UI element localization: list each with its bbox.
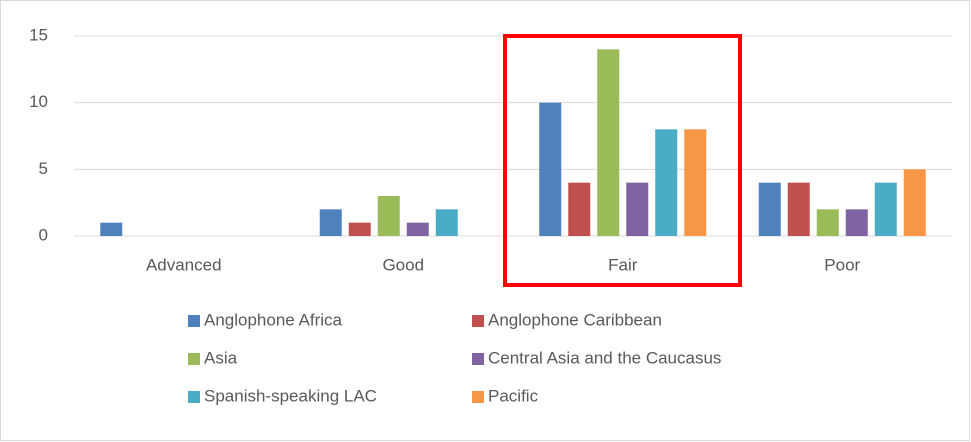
y-tick-label: 10 bbox=[29, 92, 48, 111]
bar bbox=[787, 182, 810, 236]
bar bbox=[377, 196, 400, 236]
bar bbox=[626, 182, 649, 236]
legend-swatch bbox=[472, 315, 484, 327]
bar bbox=[319, 209, 342, 236]
bar bbox=[655, 129, 678, 236]
bar bbox=[597, 49, 620, 237]
bar bbox=[539, 102, 562, 237]
legend-swatch bbox=[188, 391, 200, 403]
legend-label: Pacific bbox=[488, 386, 539, 405]
legend-swatch bbox=[188, 315, 200, 327]
y-tick-label: 15 bbox=[29, 25, 48, 44]
y-tick-label: 0 bbox=[39, 225, 48, 244]
bar bbox=[874, 182, 897, 236]
legend-label: Asia bbox=[204, 348, 238, 367]
y-tick-label: 5 bbox=[39, 159, 48, 178]
bar bbox=[684, 129, 707, 236]
bar bbox=[816, 209, 839, 236]
bar bbox=[758, 182, 781, 236]
bar bbox=[903, 169, 926, 236]
legend-label: Central Asia and the Caucasus bbox=[488, 348, 721, 367]
legend-swatch bbox=[472, 391, 484, 403]
plot: 0 5 10 15 Advanced Good Fair Poor Anglophone Afr… bbox=[29, 25, 952, 405]
bar bbox=[100, 222, 123, 236]
bar bbox=[435, 209, 458, 236]
bar bbox=[568, 182, 591, 236]
legend-label: Spanish-speaking LAC bbox=[204, 386, 377, 405]
highlight-box bbox=[503, 34, 742, 287]
x-tick-label: Advanced bbox=[146, 255, 222, 274]
legend-swatch bbox=[188, 353, 200, 365]
legend-label: Anglophone Africa bbox=[204, 310, 343, 329]
legend-label: Anglophone Caribbean bbox=[488, 310, 662, 329]
x-tick-label: Fair bbox=[608, 255, 638, 274]
x-tick-label: Good bbox=[382, 255, 424, 274]
bar bbox=[348, 222, 371, 236]
legend-swatch bbox=[472, 353, 484, 365]
bar bbox=[845, 209, 868, 236]
x-tick-label: Poor bbox=[824, 255, 860, 274]
bar bbox=[406, 222, 429, 236]
